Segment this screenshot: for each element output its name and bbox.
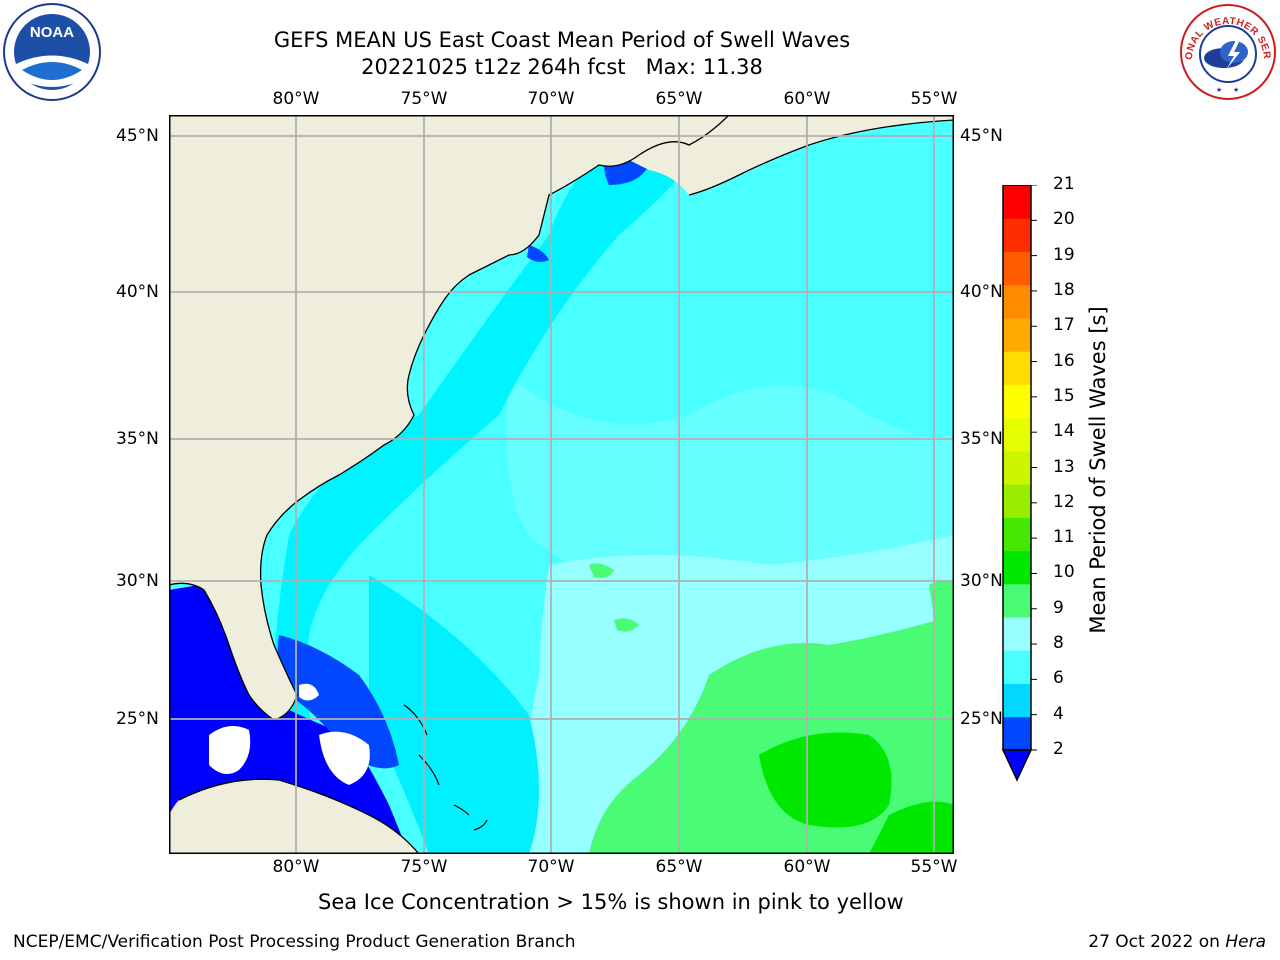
colorbar-segment	[1003, 384, 1031, 419]
colorbar-segment	[1003, 218, 1031, 252]
lat-label-left-40n: 40°N	[116, 282, 159, 302]
lon-label-top-75w: 75°W	[400, 89, 448, 109]
lon-label-bottom-75w: 75°W	[400, 857, 448, 877]
colorbar-tick-label: 4	[1053, 703, 1064, 724]
colorbar-tick-label: 19	[1053, 244, 1075, 265]
lon-label-top-80w: 80°W	[272, 89, 320, 109]
coastline-cuba	[178, 778, 420, 854]
lon-label-bottom-80w: 80°W	[272, 857, 320, 877]
no-data-patch-1	[209, 726, 251, 774]
colorbar-tick-label: 8	[1053, 633, 1064, 654]
land-canada-maritimes	[589, 115, 954, 195]
footer-branch: NCEP/EMC/Verification Post Processing Pr…	[13, 932, 576, 952]
svg-text:★: ★	[1216, 86, 1222, 94]
lat-label-right-45n: 45°N	[960, 126, 1003, 146]
colorbar-segment	[1003, 185, 1031, 219]
lat-label-left-30n: 30°N	[116, 571, 159, 591]
colorbar-segment	[1003, 417, 1031, 452]
colorbar-tick-label: 20	[1053, 209, 1075, 230]
colorbar-under-triangle	[1001, 749, 1033, 782]
colorbar-title: Mean Period of Swell Waves [s]	[1086, 306, 1110, 634]
coastline-islands	[403, 704, 488, 831]
lon-label-bottom-70w: 70°W	[527, 857, 575, 877]
colorbar-segment	[1003, 583, 1031, 618]
land-us-east-coast	[169, 115, 729, 720]
colorbar-tick-label: 16	[1053, 350, 1075, 371]
lon-label-top-60w: 60°W	[783, 89, 831, 109]
lon-label-top-65w: 65°W	[655, 89, 703, 109]
noaa-logo-text: NOAA	[30, 24, 74, 41]
colorbar-segment	[1003, 683, 1031, 718]
lat-label-right-25n: 25°N	[960, 709, 1003, 729]
colorbar-segment	[1003, 450, 1031, 485]
nws-logo: NATIONAL WEATHER SERVICE ★ ★	[1178, 2, 1276, 100]
footer-date: 27 Oct 2022 on Hera	[1088, 932, 1266, 952]
footer-date-text: 27 Oct 2022 on	[1088, 932, 1226, 952]
colorbar-segment	[1003, 650, 1031, 685]
swell-zone-bright-green-2	[869, 801, 954, 854]
swell-zone-shelf-south	[369, 575, 539, 854]
colorbar	[1001, 185, 1037, 782]
colorbar-tick-label: 18	[1053, 279, 1075, 300]
colorbar-segment	[1003, 716, 1031, 751]
colorbar-tick-label: 13	[1053, 456, 1075, 477]
lat-label-right-35n: 35°N	[960, 429, 1003, 449]
colorbar-segment	[1003, 550, 1031, 585]
svg-text:★: ★	[1233, 86, 1239, 94]
colorbar-tick-label: 12	[1053, 491, 1075, 512]
colorbar-tick-label: 11	[1053, 527, 1075, 548]
chart-subtitle: 20221025 t12z 264h fcst Max: 11.38	[361, 55, 763, 79]
map-frame	[169, 115, 954, 854]
colorbar-segment	[1003, 517, 1031, 552]
lat-label-left-35n: 35°N	[116, 429, 159, 449]
colorbar-segment	[1003, 617, 1031, 651]
colorbar-segment	[1003, 251, 1031, 286]
land-cuba	[169, 779, 419, 854]
swell-zone-bahamas	[277, 635, 399, 769]
colorbar-tick-label: 2	[1053, 739, 1064, 759]
no-data-patch-2	[319, 731, 370, 785]
colorbar-segment	[1003, 484, 1031, 518]
lon-label-bottom-65w: 65°W	[655, 857, 703, 877]
sea-ice-note: Sea Ice Concentration > 15% is shown in …	[318, 890, 904, 914]
footer-host: Hera	[1225, 932, 1266, 952]
swell-zone-nearshore-blue	[527, 245, 549, 262]
colorbar-tick-label: 9	[1053, 597, 1064, 618]
colorbar-tick-label: 17	[1053, 315, 1075, 336]
noaa-logo: NOAA	[3, 3, 101, 101]
swell-zone-light-mid	[506, 375, 954, 585]
lat-label-left-45n: 45°N	[116, 126, 159, 146]
swell-period-map	[169, 115, 954, 854]
lat-label-right-30n: 30°N	[960, 571, 1003, 591]
lon-label-top-70w: 70°W	[527, 89, 575, 109]
no-data-patch-3	[299, 683, 319, 701]
lat-label-right-40n: 40°N	[960, 282, 1003, 302]
colorbar-segment	[1003, 351, 1031, 385]
coastline-canada	[688, 119, 954, 196]
swell-patch-green-1	[589, 563, 614, 578]
colorbar-tick-label: 21	[1053, 174, 1075, 194]
swell-zone-bright-green-1	[759, 732, 892, 828]
colorbar-segment	[1003, 317, 1031, 352]
colorbar-tick-label: 15	[1053, 385, 1075, 406]
swell-zone-green-east	[929, 580, 954, 675]
graticule	[169, 115, 954, 854]
lon-label-top-55w: 55°W	[910, 89, 958, 109]
lat-label-left-25n: 25°N	[116, 709, 159, 729]
colorbar-tick-label: 6	[1053, 668, 1064, 689]
swell-zone-northeast	[729, 115, 954, 280]
chart-title: GEFS MEAN US East Coast Mean Period of S…	[273, 28, 851, 52]
colorbar-tick-label: 10	[1053, 562, 1075, 583]
lon-label-bottom-60w: 60°W	[783, 857, 831, 877]
colorbar-segment	[1003, 284, 1031, 319]
colorbar-tick-label: 14	[1053, 421, 1075, 442]
swell-patch-green-2	[614, 618, 639, 632]
lon-label-bottom-55w: 55°W	[910, 857, 958, 877]
